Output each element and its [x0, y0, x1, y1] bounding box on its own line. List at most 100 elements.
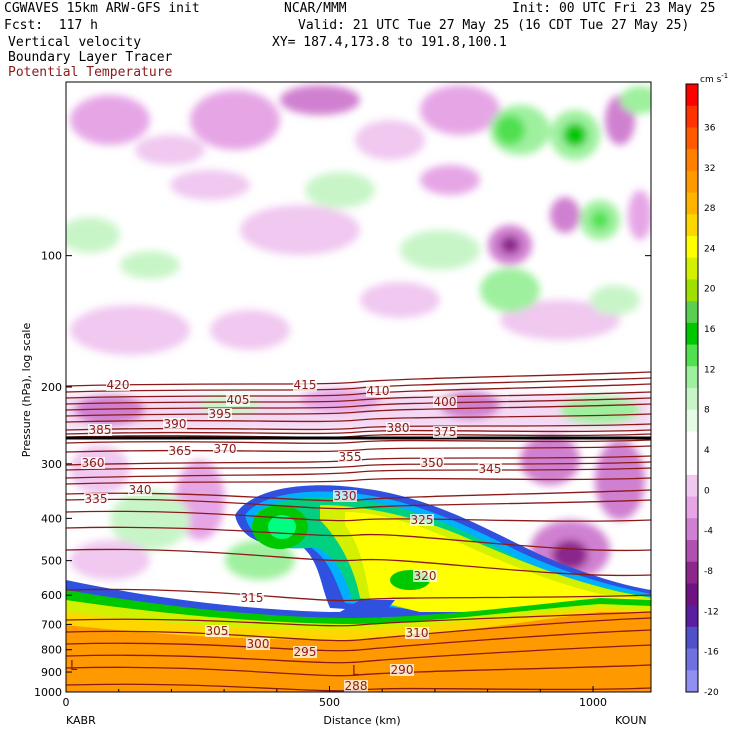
colorbar-label: 28: [704, 204, 716, 214]
theta-label-370: 370: [214, 442, 237, 456]
y-tick-label: 200: [41, 381, 62, 394]
colorbar-swatch: [686, 214, 698, 237]
theta-label-315: 315: [241, 591, 264, 605]
theta-contour-290: [66, 664, 651, 677]
theta-contour-305: [66, 617, 651, 642]
y-axis: 100 200 300 400 500 600 700 800 900 1000: [34, 250, 651, 699]
organization-label: NCAR/MMM: [284, 1, 347, 16]
colorbar-label: 16: [704, 325, 716, 335]
theta-contour-295: [66, 644, 651, 664]
theta-contour-405: [66, 391, 651, 405]
theta-contour-410: [66, 383, 651, 399]
theta-contour-355: [66, 461, 651, 471]
field-vertical-velocity: Vertical velocity: [8, 35, 142, 50]
colorbar-swatch: [686, 648, 698, 671]
theta-label-385: 385: [89, 423, 112, 437]
theta-label-395: 395: [209, 407, 232, 421]
colorbar-swatch: [686, 409, 698, 432]
colorbar-swatch: [686, 453, 698, 476]
theta-label-bg: [433, 426, 457, 438]
theta-label-410: 410: [367, 384, 390, 398]
colorbar-swatch: [686, 518, 698, 541]
theta-label-bg: [246, 638, 270, 650]
theta-label-360: 360: [82, 456, 105, 470]
theta-label-355: 355: [339, 450, 362, 464]
theta-label-bg: [420, 457, 444, 469]
right-station-label: KOUN: [615, 714, 647, 727]
theta-contour-320: [66, 548, 651, 577]
theta-label-bg: [205, 625, 229, 637]
theta-label-bg: [168, 445, 192, 457]
field-potential-temperature: Potential Temperature: [8, 65, 173, 80]
colorbar: 36 32 28 24 20 16 12 8 4 0 -4 -8 -12 -16 -20: [685, 83, 719, 698]
theta-label-295: 295: [294, 645, 317, 659]
y-tick-label: 500: [41, 555, 62, 568]
colorbar-swatch: [686, 105, 698, 128]
colorbar-swatch: [686, 474, 698, 498]
theta-label-325: 325: [411, 513, 434, 527]
theta-label-415: 415: [294, 378, 317, 392]
forecast-hour: Fcst: 117 h: [4, 18, 98, 33]
theta-contour-345: [66, 477, 651, 485]
colorbar-swatch: [686, 84, 698, 107]
init-time: Init: 00 UTC Fri 23 May 25: [512, 1, 716, 16]
colorbar-swatch: [686, 257, 698, 280]
theta-contour-335: [66, 498, 651, 510]
y-tick-label: 300: [41, 458, 62, 471]
colorbar-swatch: [686, 583, 698, 606]
colorbar-swatch: [686, 322, 698, 346]
theta-contour-340: [66, 489, 651, 502]
theta-label-bg: [84, 493, 108, 505]
colorbar-swatch: [686, 192, 698, 215]
y-tick-label: 600: [41, 589, 62, 602]
y-axis-title: Pressure (hPa), log scale: [20, 323, 33, 458]
theta-contour-390: [66, 413, 651, 423]
colorbar-swatch: [686, 561, 698, 584]
theta-label-405: 405: [227, 393, 250, 407]
colorbar-swatch: [686, 279, 698, 302]
theta-label-bg: [106, 379, 130, 391]
theta-contour-350: [66, 467, 651, 479]
theta-contour-315: [66, 588, 651, 602]
theta-label-bg: [386, 422, 410, 434]
left-station-label: KABR: [66, 714, 96, 727]
theta-contour-380: [66, 429, 651, 435]
theta-contour-310: [66, 611, 651, 627]
colorbar-label: -8: [704, 567, 713, 577]
colorbar-label: 8: [704, 406, 710, 416]
theta-label-bg: [405, 627, 429, 639]
colorbar-swatch: [686, 236, 698, 259]
theta-label-bg: [226, 394, 250, 406]
theta-label-330: 330: [334, 489, 357, 503]
x-tick-label: 1000: [579, 696, 607, 709]
theta-label-288: 288: [345, 679, 368, 693]
theta-contour-labels: 420 415 410 405 400 395 390 385 380 375 370 365 360 3…: [70, 378, 502, 693]
colorbar-swatch: [686, 127, 698, 150]
cross-section-endpoints: XY= 187.4,173.8 to 191.8,100.1: [272, 35, 507, 50]
theta-label-bg: [208, 408, 232, 420]
theta-label-350: 350: [421, 456, 444, 470]
theta-label-bg: [478, 463, 502, 475]
colorbar-swatch: [686, 344, 698, 367]
colorbar-label: 36: [704, 123, 716, 133]
theta-label-bg: [213, 443, 237, 455]
y-tick-label: 700: [41, 618, 62, 631]
colorbar-label: 12: [704, 365, 715, 375]
theta-label-bg: [390, 664, 414, 676]
theta-label-bg: [433, 396, 457, 408]
theta-contour-300: [66, 629, 651, 652]
theta-label-365: 365: [169, 444, 192, 458]
theta-label-bg: [293, 646, 317, 658]
theta-label-bg: [338, 451, 362, 463]
x-axis-title: Distance (km): [323, 714, 400, 727]
theta-contour-415: [66, 377, 651, 393]
colorbar-label: 4: [704, 446, 710, 456]
y-tick-label: 400: [41, 512, 62, 525]
x-tick-label: 500: [319, 696, 340, 709]
theta-label-290: 290: [391, 663, 414, 677]
upper-vertical-velocity: [66, 85, 651, 355]
colorbar-label: 20: [704, 285, 716, 295]
y-tick-label: 800: [41, 644, 62, 657]
theta-label-bg: [163, 418, 187, 430]
